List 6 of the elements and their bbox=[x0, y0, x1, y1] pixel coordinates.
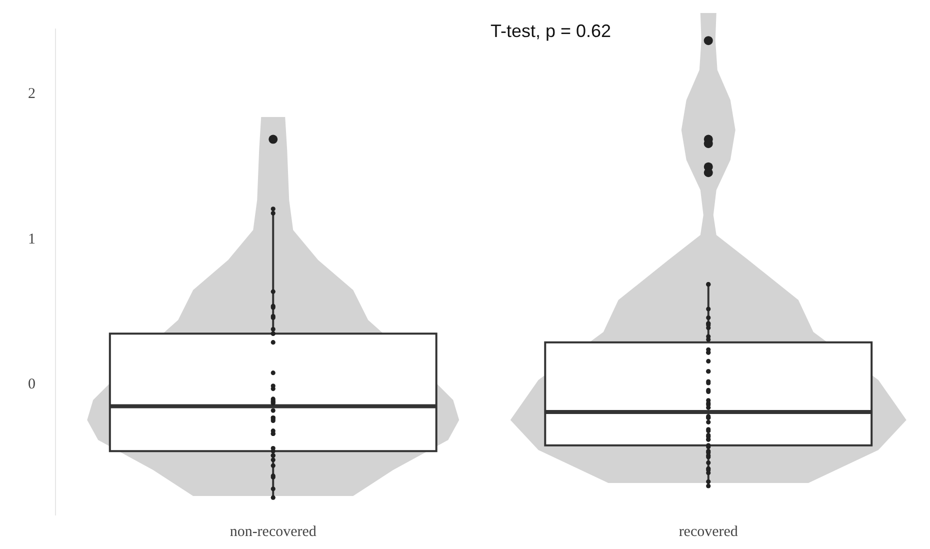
y-tick-label: 0 bbox=[28, 376, 36, 392]
y-tick-label: 1 bbox=[28, 231, 36, 248]
x-tick-label: recovered bbox=[678, 524, 738, 540]
annotation: T-test, p = 0.62 bbox=[490, 20, 612, 41]
y-tick-label: 2 bbox=[28, 86, 36, 102]
x-tick-label: non-recovered bbox=[230, 524, 317, 540]
